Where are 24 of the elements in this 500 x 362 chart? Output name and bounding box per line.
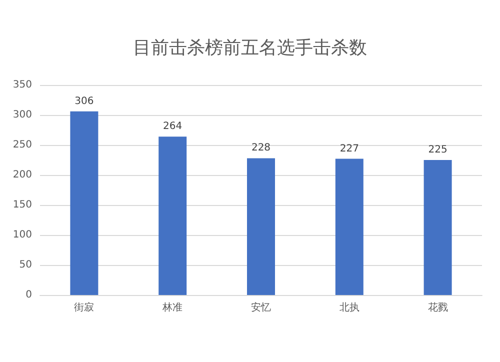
y-tick-label: 350 [12,80,32,90]
x-tick-label: 林准 [162,302,183,314]
bar [424,160,452,295]
y-tick-label: 300 [12,110,32,120]
y-tick-label: 50 [19,260,32,270]
y-tick-label: 250 [12,140,32,150]
x-tick-label: 安忆 [251,302,271,314]
y-tick-label: 150 [12,200,32,210]
data-label: 227 [340,143,359,154]
data-label: 264 [163,121,182,132]
data-label: 225 [428,144,448,156]
bar [247,158,275,295]
y-tick-label: 0 [26,290,32,300]
x-tick-label: 花戮 [428,302,448,314]
chart-title: 目前击杀榜前五名选手击杀数 [133,38,367,58]
x-tick-label: 街寂 [74,302,94,314]
y-tick-label: 100 [12,230,32,240]
bar [158,136,187,295]
y-tick-label: 200 [12,170,32,180]
data-label: 306 [74,96,94,107]
bar [70,111,98,295]
data-label: 228 [251,142,271,154]
x-tick-label: 北执 [339,302,360,314]
bar [335,158,364,295]
